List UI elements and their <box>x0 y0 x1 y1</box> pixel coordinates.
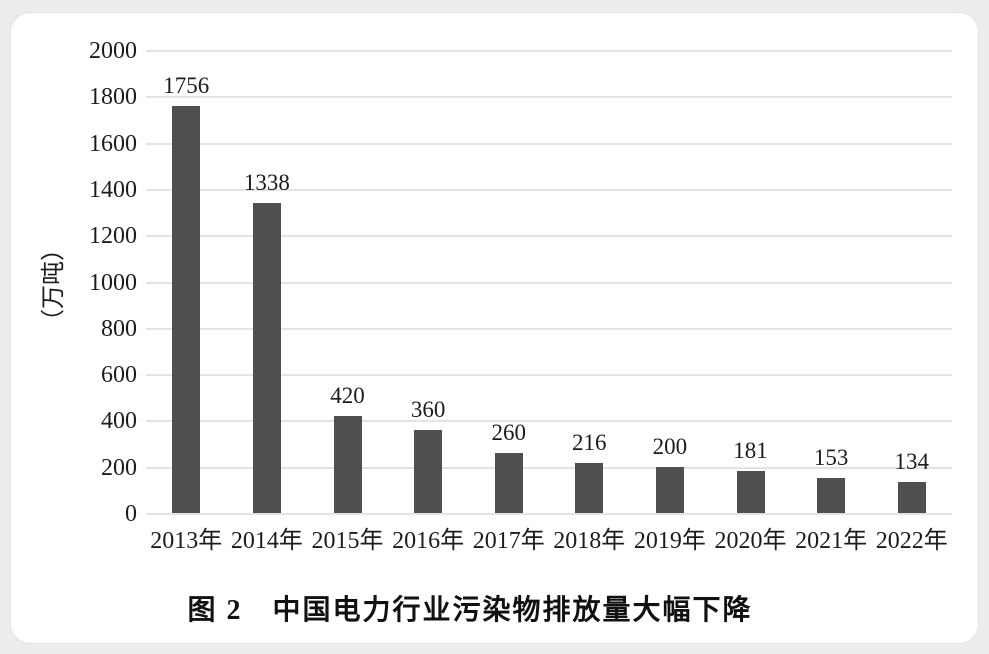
bar-value-label: 134 <box>894 448 929 474</box>
bar-2019年 <box>655 466 684 513</box>
bar-2017年 <box>494 452 523 513</box>
y-tick-label: 400 <box>101 408 137 435</box>
bar-value-label: 360 <box>410 396 446 422</box>
y-tick-label: 1000 <box>89 269 137 296</box>
x-axis-label: 2017年 <box>472 528 545 554</box>
x-axis-label: 2014年 <box>230 528 303 554</box>
x-axis-label: 2020年 <box>714 528 787 554</box>
gridline <box>146 513 952 515</box>
gridline <box>146 188 952 191</box>
bar-value-label: 181 <box>733 438 768 464</box>
plot-area <box>146 50 952 515</box>
gridline <box>146 235 952 238</box>
gridline <box>146 374 952 377</box>
y-tick-label: 0 <box>125 501 137 527</box>
gridline <box>146 142 952 145</box>
y-tick-label: 1400 <box>89 176 137 203</box>
y-tick-label: 1600 <box>89 130 137 157</box>
gridline <box>146 50 952 52</box>
chart-caption: 图 2 中国电力行业污染物排放量大幅下降 <box>187 595 753 626</box>
bar-2018年 <box>575 462 604 513</box>
y-tick-label: 2000 <box>89 38 137 64</box>
bar-value-label: 216 <box>572 429 607 455</box>
bar-2014年 <box>252 203 281 513</box>
x-axis-label: 2019年 <box>633 528 706 554</box>
bar-value-label: 420 <box>330 382 365 408</box>
bar-2013年 <box>172 106 201 513</box>
bar-2022年 <box>897 481 926 513</box>
bar-2016年 <box>414 429 443 513</box>
bar-2021年 <box>817 477 846 513</box>
bar-value-label: 1756 <box>163 73 210 99</box>
x-axis-label: 2013年 <box>150 528 223 554</box>
y-tick-label: 600 <box>101 362 137 389</box>
gridline <box>146 281 952 284</box>
bar-value-label: 260 <box>491 419 526 445</box>
x-axis-label: 2016年 <box>392 528 465 554</box>
y-tick-label: 1200 <box>89 223 137 250</box>
gridline <box>146 96 952 99</box>
x-axis-label: 2021年 <box>795 528 868 554</box>
bar-value-label: 1338 <box>243 170 290 196</box>
bar-value-label: 200 <box>652 433 688 459</box>
y-tick-label: 200 <box>101 454 137 481</box>
bar-value-label: 153 <box>813 444 849 470</box>
x-axis-label: 2018年 <box>553 528 626 554</box>
gridline <box>146 327 952 330</box>
bar-2020年 <box>736 471 765 513</box>
gridline <box>146 420 952 423</box>
gridline <box>146 466 952 469</box>
x-axis-label: 2022年 <box>875 528 948 554</box>
bar-2015年 <box>333 415 362 513</box>
x-axis-label: 2015年 <box>311 528 384 554</box>
y-tick-label: 800 <box>101 315 137 342</box>
y-tick-label: 1800 <box>89 84 137 111</box>
